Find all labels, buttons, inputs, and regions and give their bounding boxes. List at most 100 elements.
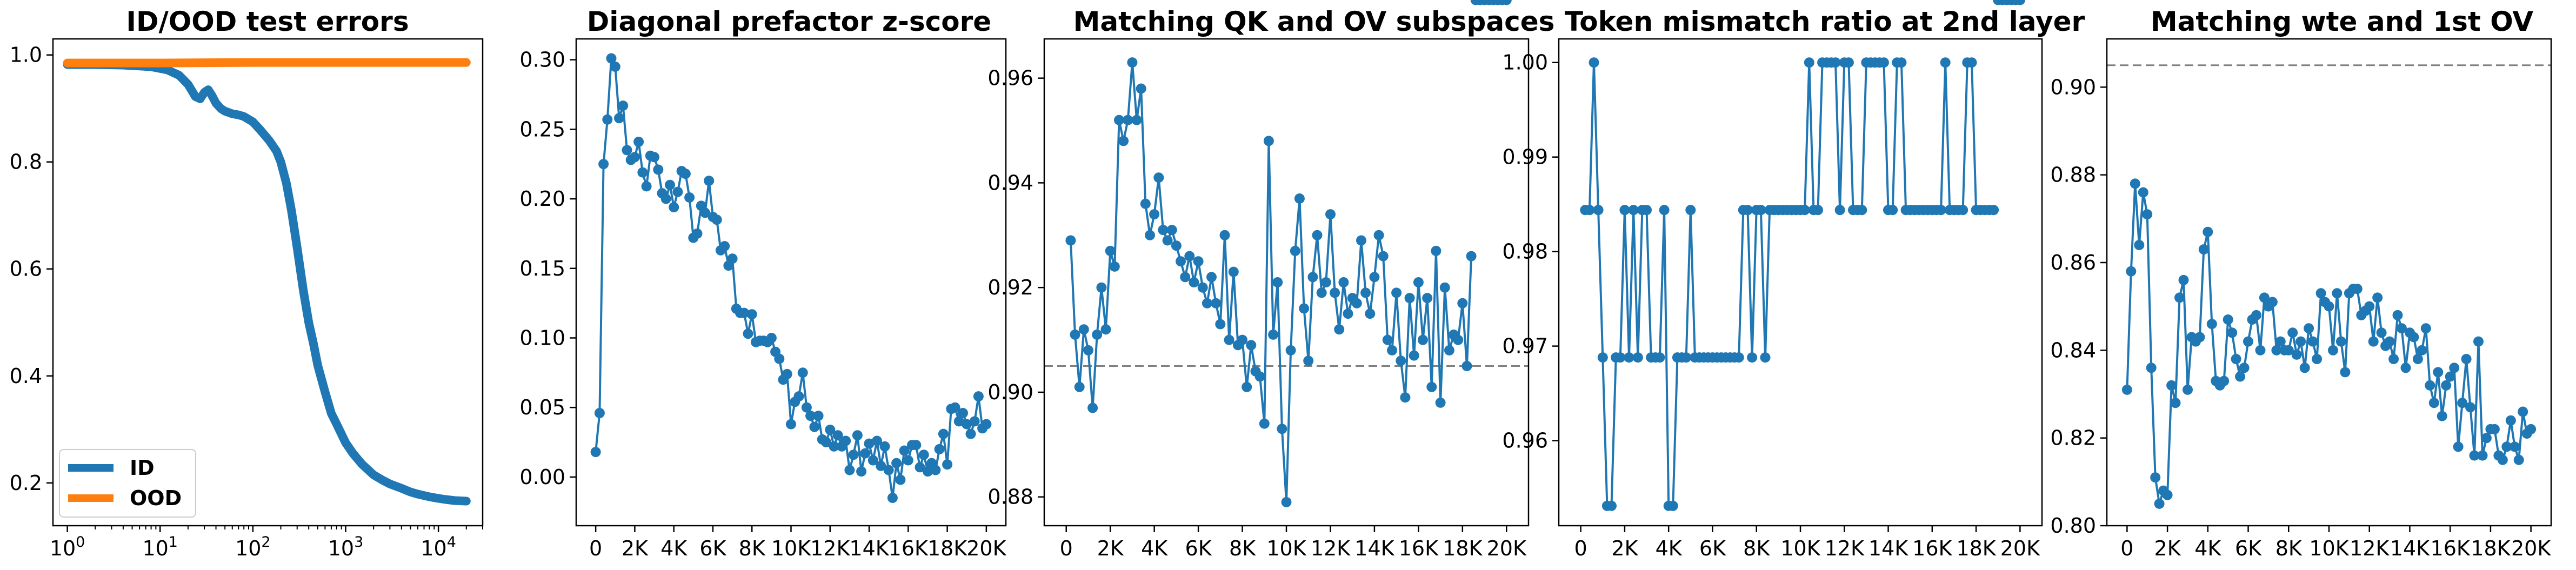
data-point (1149, 209, 1160, 220)
data-point (2130, 178, 2140, 189)
data-point (2198, 244, 2209, 255)
data-point (2121, 384, 2132, 395)
x-tick-label: 18K (2471, 537, 2511, 560)
legend: ID OOD (59, 449, 196, 518)
data-point (610, 62, 620, 72)
data-point (1065, 235, 1076, 246)
data-point (2425, 380, 2435, 391)
data-point (727, 253, 738, 264)
data-point (1409, 350, 1419, 361)
data-point (2287, 327, 2298, 338)
y-tick-label: 0.92 (987, 276, 1033, 299)
data-point (2170, 398, 2181, 408)
data-point (739, 307, 750, 318)
series-0 (590, 53, 992, 503)
y-tick-label: 0.97 (1502, 334, 1548, 358)
data-point (1189, 277, 1199, 287)
data-point (867, 455, 878, 466)
data-point (2150, 472, 2161, 483)
x-tick-label: 20K (2511, 537, 2551, 560)
data-point (1624, 352, 1634, 363)
data-point (2513, 454, 2524, 465)
data-point (2283, 345, 2294, 356)
data-point (1681, 352, 1692, 363)
data-point (684, 192, 695, 203)
data-point (1325, 209, 1336, 220)
data-point (766, 333, 777, 343)
data-point (786, 419, 796, 430)
x-tick-label: 0 (1060, 537, 1073, 560)
data-point (1127, 57, 1138, 68)
data-point (2126, 266, 2137, 277)
data-point (844, 465, 855, 475)
data-point (2441, 380, 2452, 391)
data-point (1593, 205, 1604, 216)
data-point (2271, 345, 2282, 356)
y-tick-label: 0.15 (519, 257, 565, 280)
x-tick-label: 16K (889, 537, 929, 560)
data-point (2275, 336, 2286, 347)
axes-frame (1043, 38, 1530, 527)
x-tick-label: 6K (699, 537, 726, 560)
data-point (1330, 287, 1340, 298)
panel-id-ood-test-errors: ID/OOD test errors 0.2 0.4 0.6 0.8 1.0 100 101… (10, 6, 484, 560)
data-point (1391, 287, 1402, 298)
data-point (660, 193, 671, 204)
data-point (1804, 57, 1814, 68)
series-line (1585, 61, 1994, 507)
panel-matching-qk-ov-subspaces: Matching QK and OV subspaces 0.88 0.90 0.9… (987, 0, 1554, 560)
x-tick-label: 12K (810, 537, 850, 560)
data-point (1343, 309, 1353, 319)
data-point (1351, 298, 1362, 309)
data-point (1813, 205, 1823, 216)
data-point (2473, 336, 2484, 347)
x-tick-label: 12K (1311, 537, 1351, 560)
data-point (2388, 354, 2399, 364)
data-point (1153, 172, 1164, 183)
data-point (606, 53, 617, 64)
data-point (2449, 363, 2460, 373)
y-tick-label: 0.99 (1502, 145, 1548, 169)
data-point (1105, 245, 1116, 256)
x-tick-label: 16K (2431, 537, 2471, 560)
data-point (2174, 292, 2185, 303)
data-point (832, 430, 843, 441)
data-point (852, 430, 863, 441)
data-point (1743, 205, 1753, 216)
data-point (938, 428, 949, 439)
data-point (1830, 57, 1841, 68)
data-point (1404, 293, 1415, 304)
data-point (1466, 251, 1477, 261)
data-point (1254, 371, 1265, 382)
data-point (1242, 381, 1252, 392)
data-point (821, 437, 831, 447)
panel-matching-wte-1st-ov: Matching wte and 1st OV 0.80 0.82 0.84 0.86… (2050, 6, 2552, 560)
data-point (864, 438, 875, 449)
data-point (2291, 349, 2302, 360)
data-point (2417, 345, 2427, 356)
data-point (1316, 287, 1327, 298)
data-point (2138, 187, 2148, 198)
data-point (903, 455, 913, 466)
data-point (2134, 240, 2145, 250)
data-point (1092, 329, 1103, 340)
data-point (1597, 352, 1608, 363)
data-point (1281, 497, 1292, 507)
panel-title: Matching wte and 1st OV (2151, 6, 2534, 37)
data-point (2162, 489, 2173, 500)
data-point (2328, 345, 2338, 356)
data-point (1162, 235, 1173, 246)
x-tick-label: 2K (1611, 537, 1638, 560)
data-point (2420, 323, 2431, 334)
data-point (2400, 363, 2411, 373)
data-point (942, 459, 953, 470)
x-tick-label: 8K (2275, 537, 2303, 560)
data-point (2477, 450, 2488, 461)
data-point (1219, 230, 1230, 240)
data-point (594, 408, 605, 418)
data-point (1246, 340, 1257, 351)
y-tick-label: 0.00 (519, 465, 565, 489)
data-point (1312, 230, 1323, 240)
data-point (1659, 205, 1670, 216)
data-point (1843, 57, 1854, 68)
